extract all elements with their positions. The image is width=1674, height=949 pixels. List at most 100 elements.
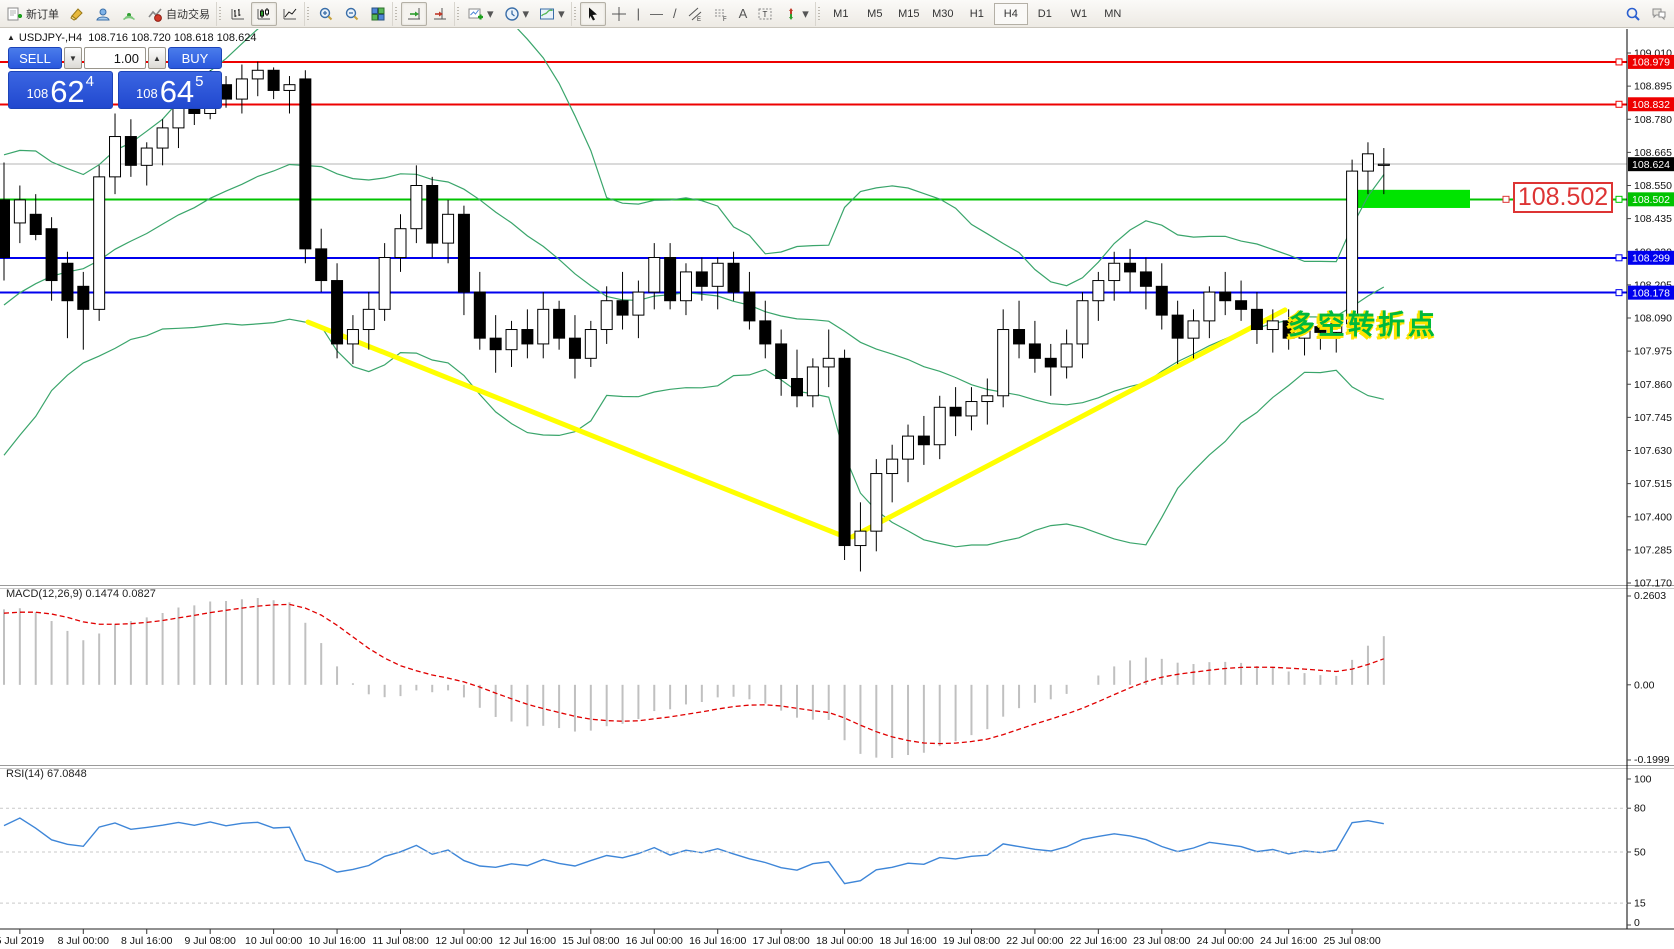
bar-chart-icon <box>231 8 244 19</box>
candle <box>711 257 724 310</box>
search-icon <box>1626 7 1640 21</box>
candle <box>806 358 819 408</box>
candle <box>886 444 899 503</box>
chart-shift-button[interactable] <box>427 2 453 26</box>
zoom-out-button[interactable] <box>339 2 365 26</box>
eraser-icon <box>70 7 83 21</box>
candle <box>949 387 962 437</box>
price-tick-label: 108.090 <box>1634 313 1672 325</box>
vertical-line-button[interactable]: | <box>632 2 645 26</box>
profile-button[interactable] <box>90 2 116 26</box>
buy-price-display[interactable]: 108 64 5 <box>117 71 222 109</box>
candle <box>220 76 233 108</box>
candle <box>109 113 122 195</box>
candle <box>77 271 90 350</box>
price-badge <box>1628 250 1674 265</box>
macd-axis-min: -0.1999 <box>1634 754 1670 766</box>
candlestick-chart-button[interactable] <box>251 1 277 26</box>
buy-button[interactable]: BUY <box>168 47 222 69</box>
tf-w1-button[interactable]: W1 <box>1070 7 1088 20</box>
tf-h4-button[interactable]: H4 <box>993 2 1028 25</box>
search-button[interactable] <box>1620 2 1646 26</box>
price-tick-label: 108.550 <box>1634 180 1672 192</box>
candle <box>346 315 359 365</box>
new-order-label: 新订单 <box>26 8 59 21</box>
sell-price-big: 62 <box>50 74 85 109</box>
equidistant-channel-button[interactable]: E <box>682 2 708 26</box>
turning-point-annotation[interactable]: 多空转折点 <box>1288 310 1438 340</box>
candle <box>648 243 661 310</box>
candle <box>1298 315 1311 356</box>
candle <box>251 61 264 97</box>
zoom-in-button[interactable] <box>313 2 339 26</box>
line-anchor-square <box>1615 58 1623 66</box>
volume-input[interactable] <box>84 47 146 69</box>
text-label-button[interactable]: T <box>752 2 778 26</box>
bar-chart-button[interactable] <box>225 2 251 26</box>
price-level-text-box[interactable]: 108.502 <box>1513 182 1613 213</box>
indicators-button[interactable]: ▾ <box>463 2 499 26</box>
yellow-trendline[interactable] <box>849 307 1288 540</box>
toolbar-separator <box>570 1 579 26</box>
equidistant-channel-icon: E <box>688 7 701 22</box>
sell-price-sup: 4 <box>85 73 95 90</box>
candle <box>1219 271 1232 316</box>
macd-indicator-label: MACD(12,26,9) 0.1474 0.0827 <box>6 588 156 600</box>
price-badge-label: 108.299 <box>1632 253 1670 265</box>
auto-scroll-button[interactable] <box>401 1 427 26</box>
toolbar-separator <box>304 1 312 26</box>
chat-button[interactable] <box>1646 2 1672 26</box>
time-tick-label: 24 Jul 00:00 <box>1197 935 1254 947</box>
tf-m5-button[interactable]: M5 <box>867 7 883 20</box>
fibonacci-button[interactable]: F <box>708 2 734 26</box>
sell-price-display[interactable]: 108 62 4 <box>8 71 113 109</box>
candle <box>1266 309 1279 353</box>
tf-m1-button[interactable]: M1 <box>833 7 849 20</box>
tf-mn-button[interactable]: MN <box>1104 7 1122 20</box>
candle <box>997 309 1010 408</box>
profile-icon <box>96 8 110 20</box>
horizontal-line-button[interactable]: — <box>645 2 668 26</box>
candle <box>1139 257 1152 310</box>
volume-decrease-button[interactable]: ▼ <box>64 47 82 69</box>
yellow-trendline[interactable] <box>305 319 848 540</box>
autotrade-button[interactable]: 自动交易 <box>142 2 215 26</box>
eraser-button[interactable] <box>64 2 90 26</box>
cursor-button[interactable] <box>579 1 606 26</box>
time-tick-label: 12 Jul 16:00 <box>499 935 556 947</box>
sell-button[interactable]: SELL <box>8 47 62 69</box>
signal-button[interactable] <box>116 2 142 26</box>
collapse-arrow-icon[interactable]: ▲ <box>7 33 15 42</box>
time-tick-label: 10 Jul 16:00 <box>308 935 365 947</box>
templates-button[interactable]: ▾ <box>534 2 570 26</box>
time-tick-label: 18 Jul 16:00 <box>879 935 936 947</box>
rsi-panel <box>3 817 1384 885</box>
toolbar-separator <box>454 1 462 26</box>
periods-button[interactable]: ▾ <box>499 2 535 26</box>
line-chart-button[interactable] <box>277 2 303 26</box>
volume-increase-button[interactable]: ▲ <box>148 47 166 69</box>
arrows-button[interactable]: ▾ <box>778 2 814 26</box>
svg-text:T: T <box>763 10 768 19</box>
crosshair-button[interactable] <box>606 2 632 26</box>
tf-h1-button[interactable]: H1 <box>969 7 984 20</box>
tf-m15-button[interactable]: M15 <box>898 7 920 20</box>
tf-d1-button[interactable]: D1 <box>1037 7 1052 20</box>
trendline-button[interactable]: / <box>668 2 682 26</box>
candle <box>1250 292 1263 344</box>
support-zone-rect[interactable] <box>1350 189 1470 208</box>
candle <box>442 199 455 264</box>
candle <box>854 502 867 572</box>
macd-axis-max: 0.2603 <box>1634 590 1666 602</box>
text-button[interactable]: A <box>734 2 753 26</box>
time-tick-label: 10 Jul 00:00 <box>245 935 302 947</box>
price-tick-label: 108.435 <box>1634 213 1672 225</box>
tile-windows-button[interactable] <box>365 2 391 26</box>
trendline-icon: / <box>672 6 677 21</box>
buy-price-big: 64 <box>159 74 195 109</box>
sell-price-prefix: 108 <box>26 86 49 101</box>
tf-m30-button[interactable]: M30 <box>932 7 954 20</box>
new-order-button[interactable]: 新订单 <box>2 2 64 26</box>
